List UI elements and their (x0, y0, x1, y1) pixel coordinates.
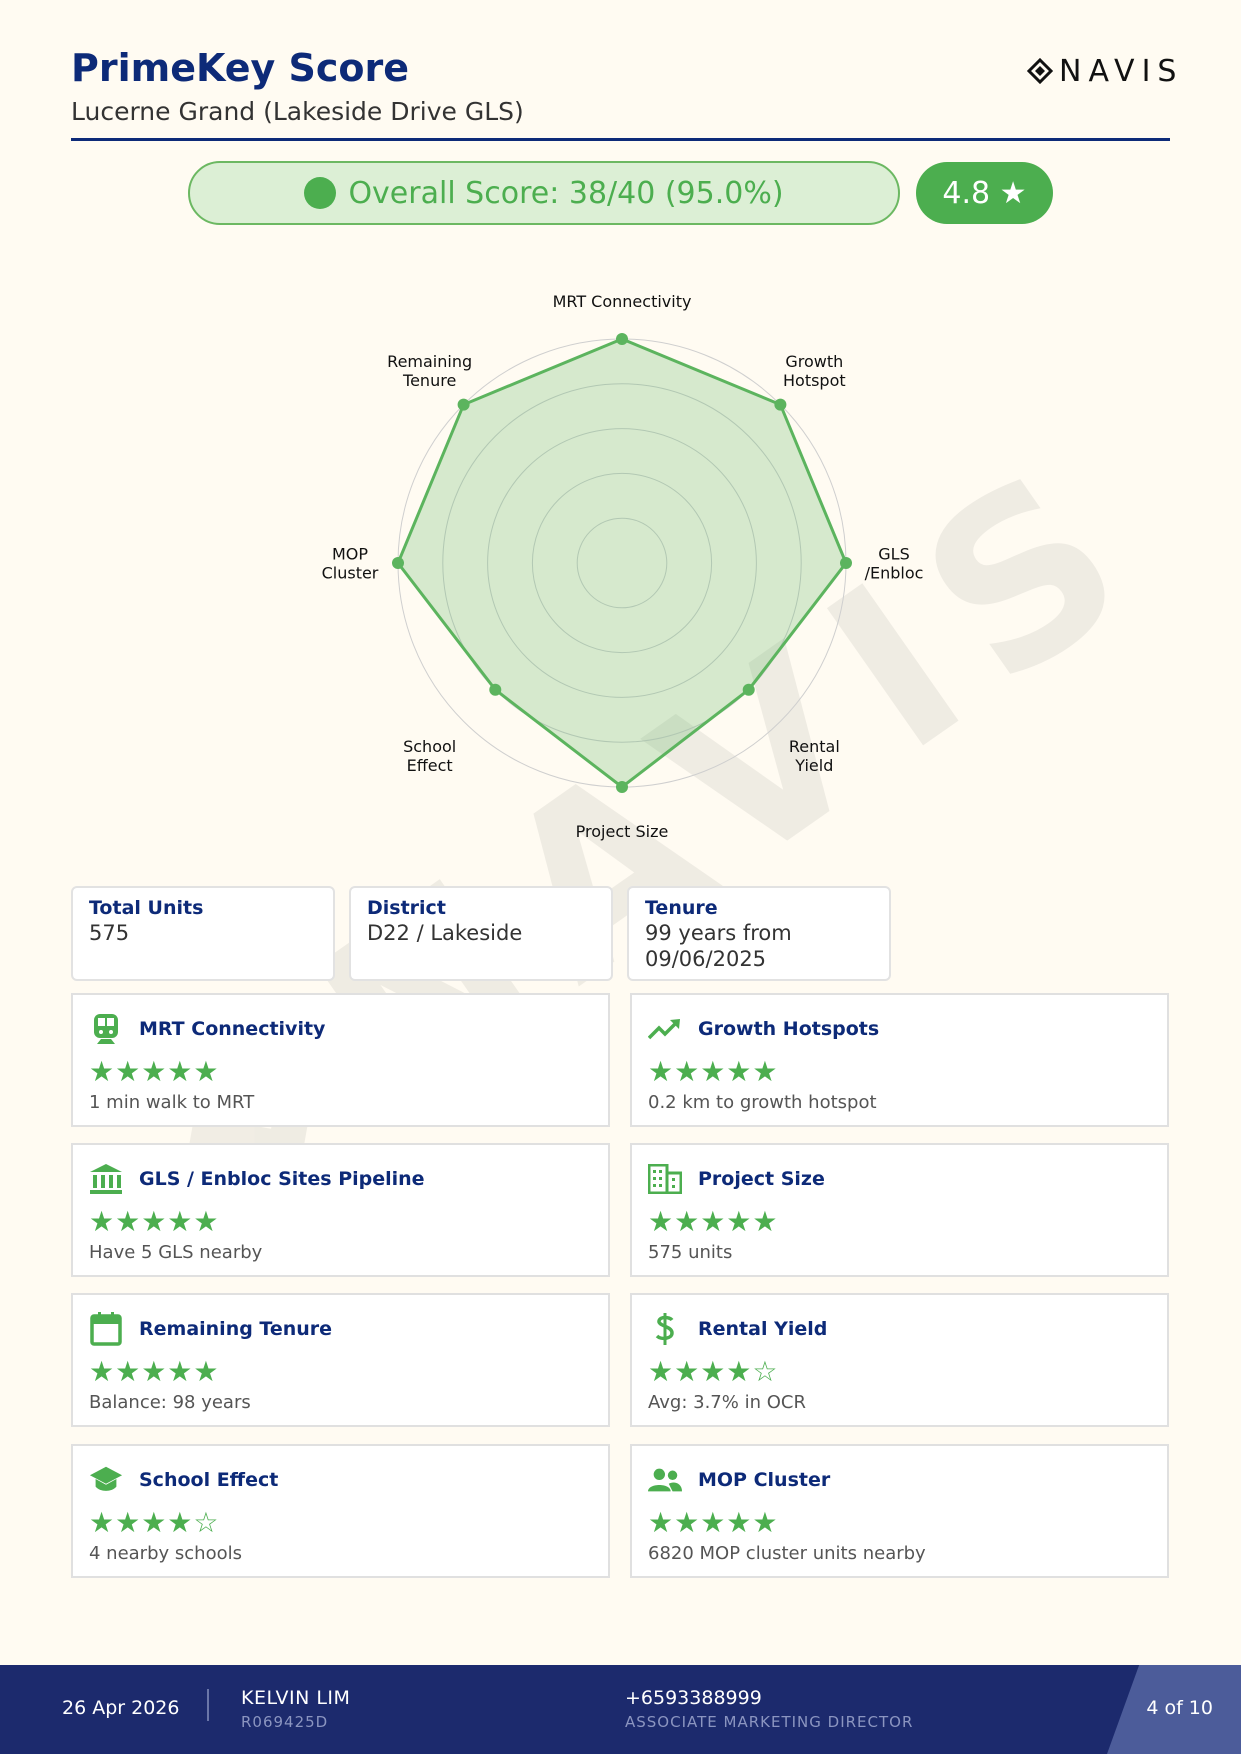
info-label: Tenure (645, 897, 718, 919)
radar-point-mrt-connectivity (616, 333, 628, 345)
card-title: MRT Connectivity (139, 1018, 326, 1040)
radar-point-remaining-tenure (457, 398, 470, 411)
star-rating: ★★★★★ (648, 1205, 779, 1238)
radar-axis-label: Growth Hotspot (783, 352, 846, 390)
card-title: Remaining Tenure (139, 1318, 333, 1340)
info-label: Total Units (89, 897, 204, 919)
agent-registration-id: R069425D (241, 1713, 329, 1731)
card-description: 4 nearby schools (89, 1543, 242, 1564)
agent-phone: +6593388999 (625, 1687, 762, 1709)
bank-icon (89, 1162, 123, 1196)
star-rating: ★★★★☆ (648, 1355, 779, 1388)
radar-point-growth-hotspot (774, 398, 787, 411)
navis-logo: NAVIS (1027, 53, 1184, 89)
radar-ring (531, 472, 713, 654)
info-district: District D22 / Lakeside (349, 886, 613, 981)
page-header: PrimeKey Score Lucerne Grand (Lakeside D… (71, 44, 1170, 128)
star-rating: ★★★★★ (89, 1055, 220, 1088)
graduation-cap-icon (89, 1463, 123, 1497)
radar-axis-label: MRT Connectivity (553, 292, 692, 311)
card-school-effect: School Effect ★★★★☆ 4 nearby schools (71, 1444, 610, 1578)
footer-separator (207, 1689, 209, 1721)
train-icon (89, 1012, 123, 1046)
radar-axis-labels: MRT Connectivity Growth Hotspot GLS/Enbloc R… (322, 292, 924, 841)
info-total-units: Total Units 575 (71, 886, 335, 981)
score-dot-icon (304, 177, 337, 209)
radar-axis-label: MOP Cluster (322, 545, 379, 583)
header-divider (71, 138, 1170, 141)
radar-point-gls-enbloc (840, 557, 852, 569)
rating-badge: 4.8 ★ (916, 162, 1053, 224)
building-icon (648, 1162, 682, 1196)
card-description: 6820 MOP cluster units nearby (648, 1543, 926, 1564)
trending-up-icon (648, 1012, 682, 1046)
radar-axis-label: GLS/Enbloc (865, 545, 924, 583)
card-description: Avg: 3.7% in OCR (648, 1392, 806, 1413)
page-footer: 26 Apr 2026 KELVIN LIM R069425D +6593388… (0, 1665, 1241, 1754)
card-description: Balance: 98 years (89, 1392, 251, 1413)
card-description: 0.2 km to growth hotspot (648, 1092, 877, 1113)
card-project-size: Project Size ★★★★★ 575 units (630, 1143, 1169, 1277)
radar-point-mop-cluster (392, 557, 404, 569)
footer-date: 26 Apr 2026 (62, 1697, 180, 1719)
radar-ring (576, 517, 668, 609)
card-remaining-tenure: Remaining Tenure ★★★★★ Balance: 98 years (71, 1293, 610, 1427)
star-rating: ★★★★★ (648, 1055, 779, 1088)
info-tenure: Tenure 99 years from 09/06/2025 (627, 886, 891, 981)
info-label: District (367, 897, 446, 919)
radar-axis-label: School Effect (403, 737, 456, 775)
info-value: D22 / Lakeside (367, 921, 523, 945)
radar-point-school-effect (489, 683, 502, 696)
overall-score-badge: Overall Score: 38/40 (95.0%) (188, 161, 900, 225)
card-description: 575 units (648, 1242, 733, 1263)
navis-logo-icon (1027, 58, 1053, 84)
star-rating: ★★★★★ (89, 1205, 220, 1238)
page-subtitle: Lucerne Grand (Lakeside Drive GLS) (71, 97, 524, 126)
radar-axis-label: Project Size (576, 822, 669, 841)
page-title: PrimeKey Score (71, 46, 410, 90)
people-icon (648, 1463, 682, 1497)
card-title: Project Size (698, 1168, 825, 1190)
radar-series (392, 333, 852, 793)
dollar-icon (648, 1312, 682, 1346)
card-rental-yield: Rental Yield ★★★★☆ Avg: 3.7% in OCR (630, 1293, 1169, 1427)
radar-ring (487, 428, 757, 698)
page-number: 4 of 10 (1146, 1697, 1213, 1719)
card-description: Have 5 GLS nearby (89, 1242, 263, 1263)
overall-score-label: Overall Score: 38/40 (95.0%) (348, 175, 784, 211)
radar-point-rental-yield (742, 683, 755, 696)
card-description: 1 min walk to MRT (89, 1092, 255, 1113)
card-title: GLS / Enbloc Sites Pipeline (139, 1168, 425, 1190)
card-mrt-connectivity: MRT Connectivity ★★★★★ 1 min walk to MRT (71, 993, 610, 1127)
agent-name: KELVIN LIM (241, 1687, 351, 1709)
star-rating: ★★★★☆ (89, 1506, 220, 1539)
card-gls-enbloc: GLS / Enbloc Sites Pipeline ★★★★★ Have 5… (71, 1143, 610, 1277)
info-value: 575 (89, 921, 130, 945)
card-title: MOP Cluster (698, 1469, 831, 1491)
radar-chart: MRT Connectivity Growth Hotspot GLS/Enbloc R… (322, 292, 924, 841)
radar-axis-label: Rental Yield (789, 737, 840, 775)
card-title: School Effect (139, 1469, 279, 1491)
radar-point-project-size (616, 781, 628, 793)
logo-text: NAVIS (1059, 53, 1184, 89)
info-value: 99 years from 09/06/2025 (645, 921, 792, 971)
radar-axis-label: Remaining Tenure (387, 352, 472, 390)
card-growth-hotspots: Growth Hotspots ★★★★★ 0.2 km to growth h… (630, 993, 1169, 1127)
star-rating: ★★★★★ (648, 1506, 779, 1539)
calendar-icon (89, 1312, 123, 1346)
card-title: Growth Hotspots (698, 1018, 880, 1040)
card-title: Rental Yield (698, 1318, 828, 1340)
agent-role: ASSOCIATE MARKETING DIRECTOR (625, 1713, 914, 1731)
star-rating: ★★★★★ (89, 1355, 220, 1388)
card-mop-cluster: MOP Cluster ★★★★★ 6820 MOP cluster units… (630, 1444, 1169, 1578)
radar-ring (442, 383, 802, 743)
